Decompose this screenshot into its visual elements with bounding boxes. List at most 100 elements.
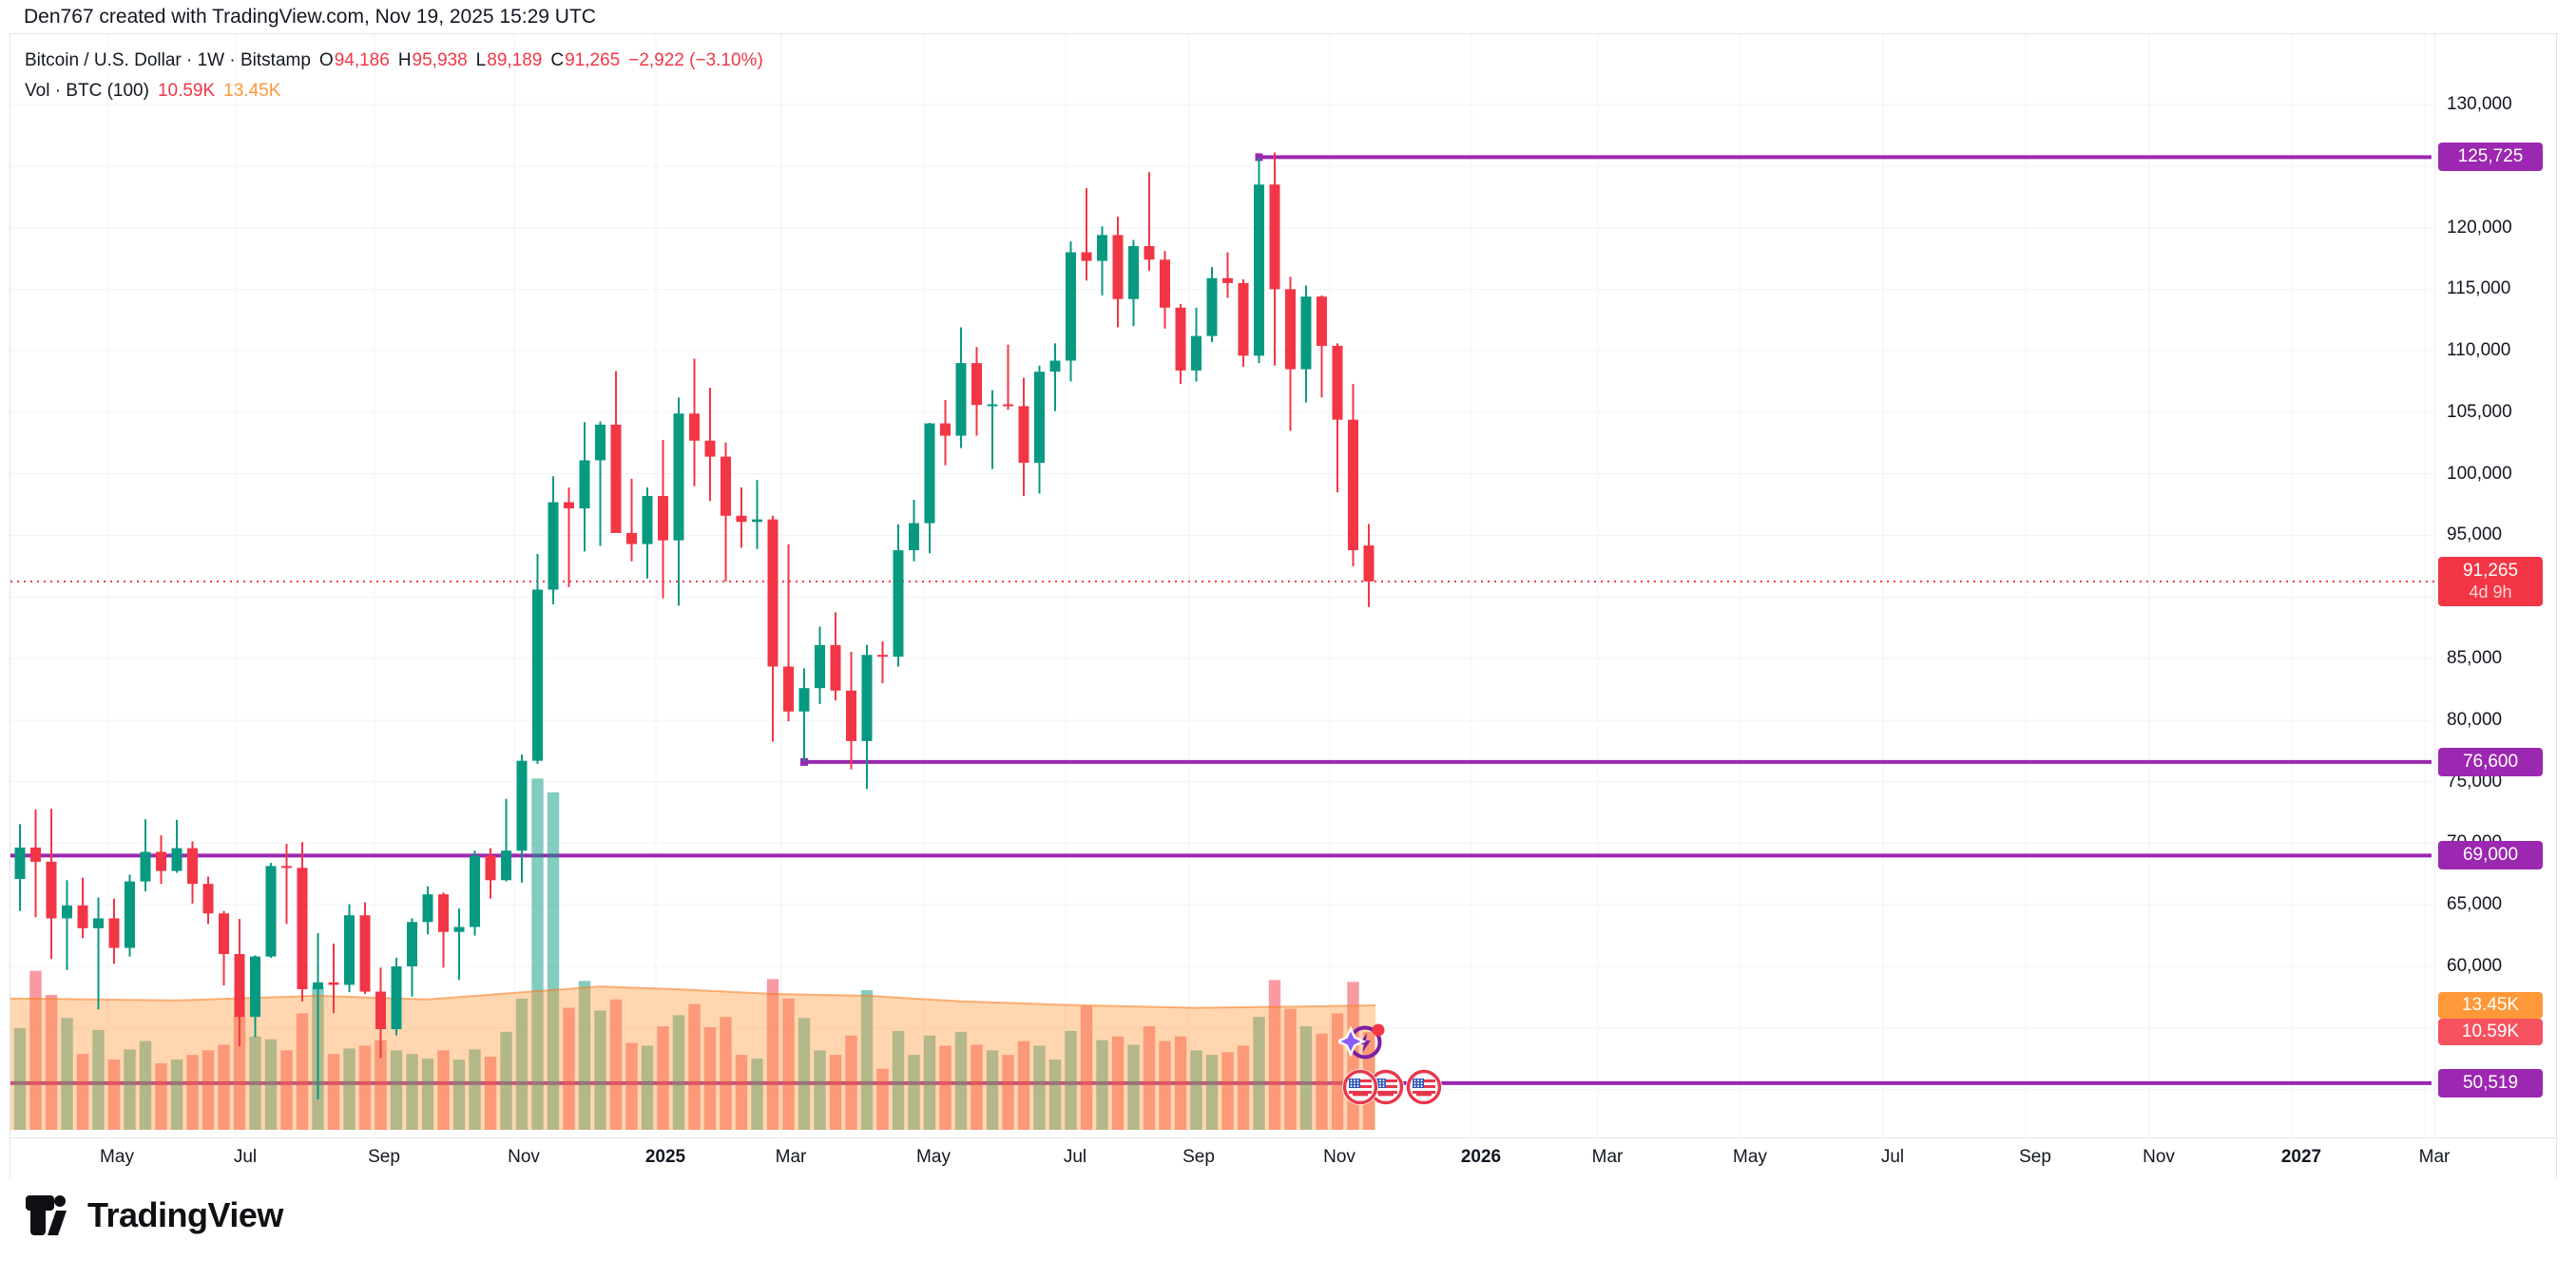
candle-body <box>93 918 104 928</box>
volume-bar <box>923 1035 936 1130</box>
candle-body <box>171 848 183 871</box>
candle-body <box>642 496 653 544</box>
time-axis-label: May <box>100 1147 134 1167</box>
volume-bar <box>1065 1030 1077 1130</box>
volume-bar <box>139 1040 152 1130</box>
us-flag-event-marker[interactable] <box>1366 1067 1406 1112</box>
price-axis[interactable]: 130,000 120,000 115,000 110,000 105,000 100,0… <box>2434 34 2556 1137</box>
volume-bar <box>280 1050 293 1130</box>
candle-body <box>219 913 229 955</box>
candle-body <box>658 496 668 541</box>
candle-body <box>815 644 825 689</box>
candle-body <box>1348 419 1358 551</box>
volume-bar <box>641 1045 654 1130</box>
candle-body <box>125 881 135 948</box>
us-flag-event-marker[interactable] <box>1404 1067 1444 1112</box>
plot-area[interactable] <box>10 34 2434 1137</box>
candle-body <box>1254 184 1264 356</box>
us-flag-event-icon[interactable] <box>1404 1067 1444 1107</box>
candle-body <box>14 847 26 879</box>
price-axis-badge: 91,265 4d 9h <box>2438 556 2543 606</box>
candle-body <box>1018 406 1029 464</box>
candle-body <box>202 884 214 914</box>
price-chart-surface[interactable] <box>10 34 2556 1177</box>
volume-bar <box>233 1016 246 1130</box>
candle-body <box>721 456 731 516</box>
candle-body <box>1097 235 1107 261</box>
notification-dot <box>1372 1023 1385 1037</box>
candle-body <box>391 965 402 1030</box>
volume-ma: 13.45K <box>223 81 281 101</box>
volume-bar <box>547 792 560 1130</box>
time-axis[interactable]: May Jul Sep Nov 2025 Mar May Jul Sep Nov 2026 Mar Ma… <box>10 1137 2556 1178</box>
volume-bar <box>703 1026 717 1130</box>
volume-bar <box>1096 1040 1108 1130</box>
volume-bar <box>672 1015 685 1130</box>
candle-body <box>893 550 904 658</box>
candle-body <box>77 905 88 928</box>
candle-body <box>1363 545 1375 582</box>
tradingview-logo-icon <box>26 1195 67 1235</box>
sparkle-star-icon <box>1335 1025 1367 1058</box>
candle-body <box>626 532 637 544</box>
candle-body <box>1003 404 1013 407</box>
volume-bar <box>375 1040 387 1130</box>
candle-body <box>46 861 57 919</box>
us-flag-event-icon[interactable] <box>1366 1067 1406 1107</box>
tradingview-footer[interactable]: TradingView <box>24 1195 283 1235</box>
candle-body <box>1317 296 1327 346</box>
volume-bar <box>469 1049 481 1130</box>
volume-bar <box>814 1050 826 1130</box>
volume-bar <box>500 1031 512 1130</box>
us-flag-event-marker[interactable] <box>1340 1067 1380 1112</box>
price-axis-label: 120,000 <box>2447 217 2512 238</box>
volume-bar <box>1237 1045 1250 1130</box>
candle-body <box>1112 235 1124 299</box>
time-axis-label: May <box>1733 1147 1767 1167</box>
volume-bar <box>1190 1050 1202 1130</box>
volume-legend-row: Vol · BTC (100) 10.59K 13.45K <box>25 76 763 106</box>
volume-bar <box>1002 1055 1014 1130</box>
candle-body <box>422 894 433 923</box>
candle-body <box>1222 277 1233 283</box>
candle-body <box>453 926 465 932</box>
candle-body <box>328 982 339 985</box>
volume-bar <box>782 998 795 1130</box>
time-axis-label: Nov <box>2143 1147 2175 1167</box>
candle-body <box>846 690 856 741</box>
candle-body <box>516 760 528 851</box>
candle-body <box>1034 372 1045 464</box>
candle-body <box>470 855 480 927</box>
attribution-text: Den767 created with TradingView.com, Nov… <box>24 6 596 28</box>
price-axis-label: 65,000 <box>2447 894 2503 915</box>
ai-assistant-icon[interactable] <box>1335 1018 1388 1067</box>
volume-bar <box>860 990 874 1130</box>
candle-body <box>861 655 873 741</box>
time-axis-label: Mar <box>2418 1147 2451 1167</box>
volume-bar <box>625 1042 638 1130</box>
candle-body <box>798 688 810 712</box>
volume-bar <box>1174 1036 1187 1130</box>
candle-body <box>1285 289 1296 370</box>
volume-bar <box>1316 1033 1328 1130</box>
candle-body <box>1238 282 1249 356</box>
volume-bar <box>296 1013 309 1130</box>
candle-body <box>909 523 919 551</box>
volume-bar <box>1205 1055 1219 1130</box>
price-axis-badge: 13.45K <box>2438 992 2543 1020</box>
candle-body <box>752 519 762 523</box>
volume-bar <box>1143 1026 1156 1130</box>
candle-body <box>108 918 120 948</box>
candle-body <box>877 655 888 658</box>
volume-bar <box>892 1030 905 1130</box>
us-flag-event-icon[interactable] <box>1340 1067 1380 1107</box>
price-axis-badge: 76,600 <box>2438 747 2543 776</box>
time-axis-label: Nov <box>508 1147 540 1167</box>
volume-bar <box>264 1039 278 1130</box>
candle-body <box>673 413 684 541</box>
candle-body <box>564 502 574 508</box>
volume-bar <box>1159 1040 1171 1130</box>
price-axis-label: 80,000 <box>2447 709 2503 730</box>
